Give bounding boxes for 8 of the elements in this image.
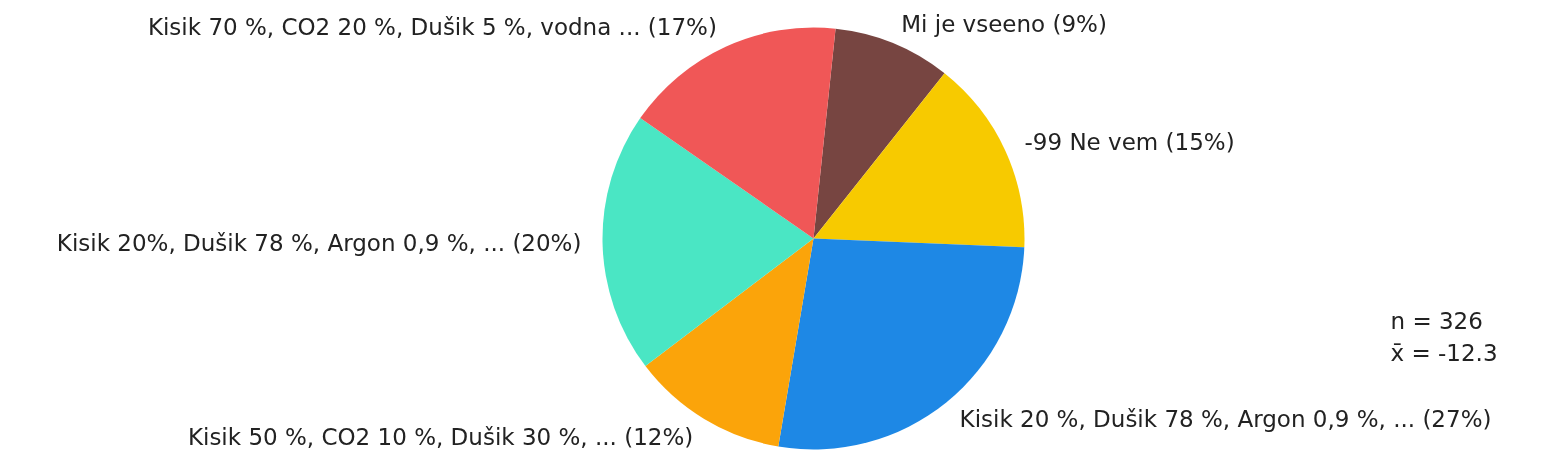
slice-label: Mi je vseeno (9%) <box>901 10 1107 37</box>
slice-label: Kisik 50 %, CO2 10 %, Dušik 30 %, ... (12%) <box>187 424 694 451</box>
slice-label: Kisik 20 %, Dušik 78 %, Argon 0,9 %, ... (27%) <box>959 405 1492 432</box>
text: n = 326 <box>1390 307 1483 334</box>
slice-label: Kisik 70 %, CO2 20 %, Dušik 5 %, vodna ... (17%) <box>147 14 717 41</box>
slice-label: Kisik 20%, Dušik 78 %, Argon 0,9 %, ... (20%) <box>56 230 582 257</box>
text: x̄ = -12.3 <box>1390 339 1498 366</box>
slice-label: -99 Ne vem (15%) <box>1024 128 1235 155</box>
